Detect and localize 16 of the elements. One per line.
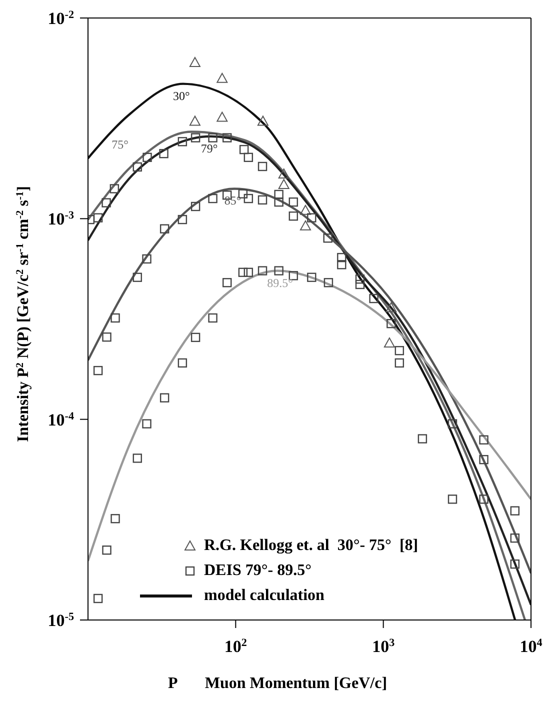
- series-label: 79°: [200, 141, 218, 156]
- series-label: 30°: [173, 88, 190, 103]
- y-tick-label: 10$^{-3}$: [48, 210, 74, 229]
- y-tick-label: 10$^{-2}$: [48, 9, 74, 28]
- y-tick-label: 10$^{-4}$: [48, 410, 74, 430]
- x-tick-label: 10$^{3}$: [372, 637, 396, 656]
- legend-label: DEIS 79°- 89.5°: [204, 561, 312, 581]
- legend-label: R.G. Kellogg et. al 30°- 75° [8]: [204, 536, 418, 556]
- series-label: 89.5°: [267, 276, 294, 290]
- x-tick-label: 10$^{4}$: [520, 637, 543, 656]
- x-tick-label: 10$^{2}$: [224, 637, 248, 656]
- x-axis-title: P Muon Momentum [GeV/c]: [168, 675, 388, 692]
- annotation: model calculation: [204, 586, 324, 606]
- series-label: 75°: [112, 137, 129, 152]
- y-tick-label: 10$^{-5}$: [48, 611, 74, 630]
- series-label: 85°: [224, 194, 242, 208]
